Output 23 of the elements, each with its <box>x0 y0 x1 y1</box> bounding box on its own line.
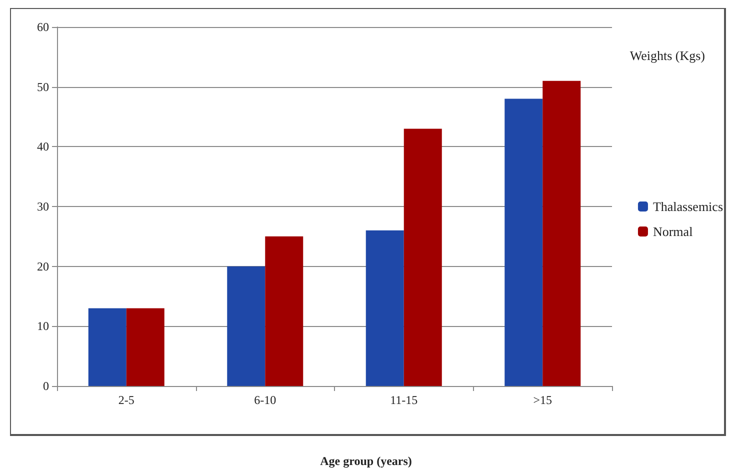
bar <box>126 308 164 386</box>
bar <box>404 128 442 386</box>
bar <box>504 98 543 386</box>
bar <box>542 80 581 386</box>
x-tick-label: 6-10 <box>254 393 276 407</box>
y-axis-title: Weights (Kgs) <box>630 48 706 63</box>
y-tick-label: 50 <box>37 80 49 94</box>
x-tick-label: 2-5 <box>118 393 134 407</box>
bar <box>88 308 126 386</box>
y-tick-label: 20 <box>37 259 49 274</box>
legend-label: Normal <box>652 224 694 239</box>
x-tick-label: 11-15 <box>390 393 418 407</box>
y-tick-label: 10 <box>37 319 49 334</box>
y-tick-label: 40 <box>37 140 49 154</box>
x-tick-label: >15 <box>533 393 552 407</box>
y-tick-label: 60 <box>37 20 49 34</box>
bar <box>265 236 304 386</box>
y-tick-label: 30 <box>37 200 49 214</box>
x-axis-title: Age group (years) <box>320 454 412 468</box>
bar <box>227 266 266 386</box>
legend-label: Thalassemics <box>652 199 724 214</box>
bar <box>366 230 404 386</box>
y-tick-label: 0 <box>43 379 49 393</box>
